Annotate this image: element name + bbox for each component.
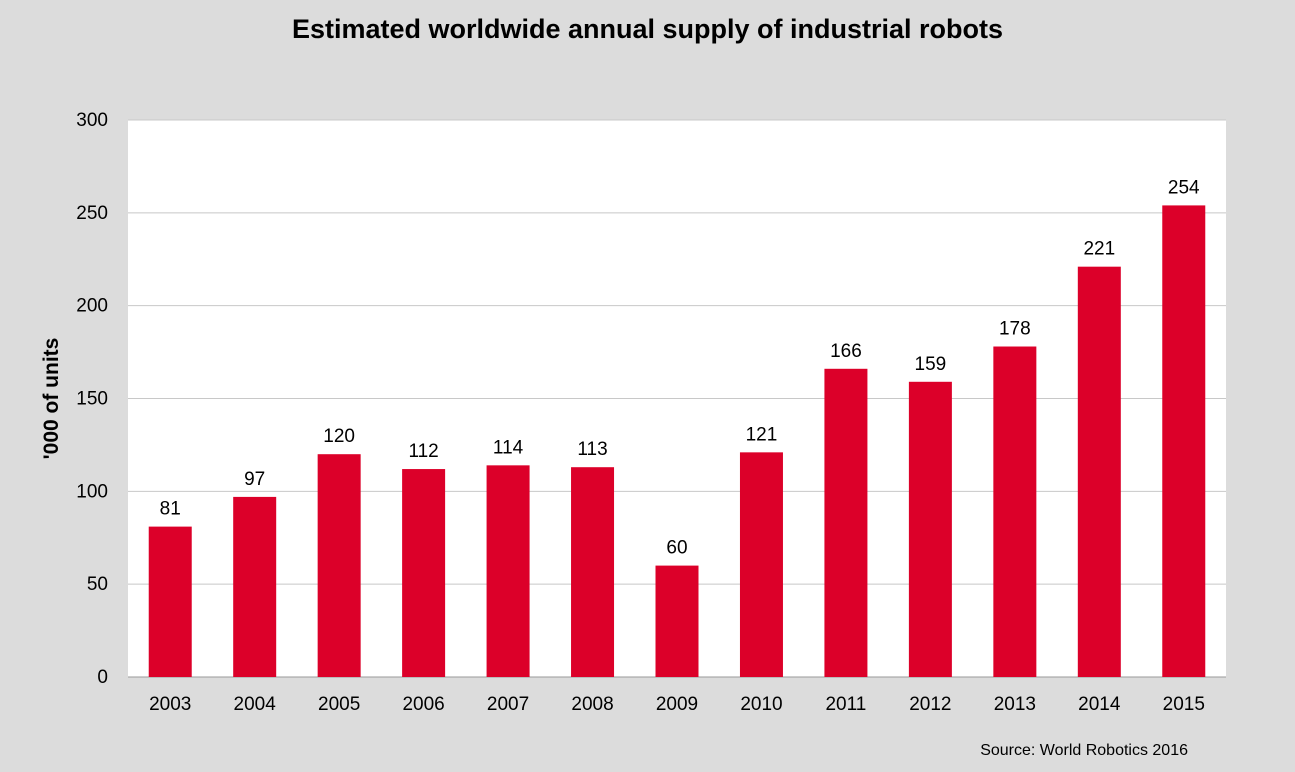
y-tick-label: 150 [76, 389, 108, 410]
data-label: 112 [408, 441, 438, 462]
data-labels: 81 97 120 112 114 113 60 121 166 159 178 221 254 [160, 177, 1200, 558]
y-tick-label: 250 [76, 203, 108, 224]
bar-2015 [1162, 205, 1206, 677]
bar-2003 [148, 526, 192, 677]
data-label: 254 [1168, 177, 1200, 198]
bar-2009 [655, 565, 699, 677]
data-label: 60 [666, 538, 687, 559]
y-axis-label: '000 of units [40, 338, 63, 460]
x-tick-label: 2008 [571, 694, 613, 715]
y-tick-label: 300 [76, 110, 108, 131]
bar-2007 [486, 465, 530, 677]
chart-title: Estimated worldwide annual supply of ind… [291, 14, 1004, 44]
y-tick-label: 50 [87, 574, 108, 595]
x-tick-label: 2009 [656, 694, 698, 715]
data-label: 113 [577, 439, 607, 460]
x-axis-ticks: 2003 2004 2005 2006 2007 2008 2009 2010 2011 2012… [149, 694, 1205, 715]
bar-2010 [739, 452, 783, 677]
bar-2012 [908, 381, 952, 677]
data-label: 221 [1083, 239, 1115, 260]
bar-2014 [1077, 266, 1121, 677]
y-tick-label: 200 [76, 296, 108, 317]
bar-2004 [233, 496, 277, 677]
y-tick-label: 100 [76, 481, 108, 502]
x-tick-label: 2007 [487, 694, 529, 715]
data-label: 114 [493, 437, 524, 458]
x-tick-label: 2011 [825, 694, 866, 715]
data-label: 166 [830, 341, 862, 362]
bars [148, 205, 1206, 677]
data-label: 121 [746, 424, 778, 445]
x-tick-label: 2015 [1163, 694, 1205, 715]
data-label: 81 [160, 499, 181, 520]
bar-2005 [317, 454, 361, 677]
x-tick-label: 2013 [994, 694, 1036, 715]
data-label: 97 [244, 469, 265, 490]
data-label: 178 [999, 319, 1031, 340]
y-tick-label: 0 [97, 667, 108, 688]
bar-2013 [993, 346, 1037, 677]
source-note: Source: World Robotics 2016 [980, 742, 1188, 759]
x-tick-label: 2010 [740, 694, 782, 715]
x-tick-label: 2012 [909, 694, 951, 715]
y-axis-ticks: 0 50 100 150 200 250 300 [76, 110, 108, 688]
bar-2006 [402, 469, 446, 677]
data-label: 159 [915, 354, 947, 375]
bar-2011 [824, 368, 868, 677]
x-tick-label: 2006 [402, 694, 444, 715]
x-tick-label: 2005 [318, 694, 360, 715]
x-tick-label: 2003 [149, 694, 191, 715]
x-tick-label: 2004 [234, 694, 277, 715]
bar-2008 [571, 467, 615, 677]
x-tick-label: 2014 [1078, 694, 1121, 715]
data-label: 120 [323, 426, 355, 447]
